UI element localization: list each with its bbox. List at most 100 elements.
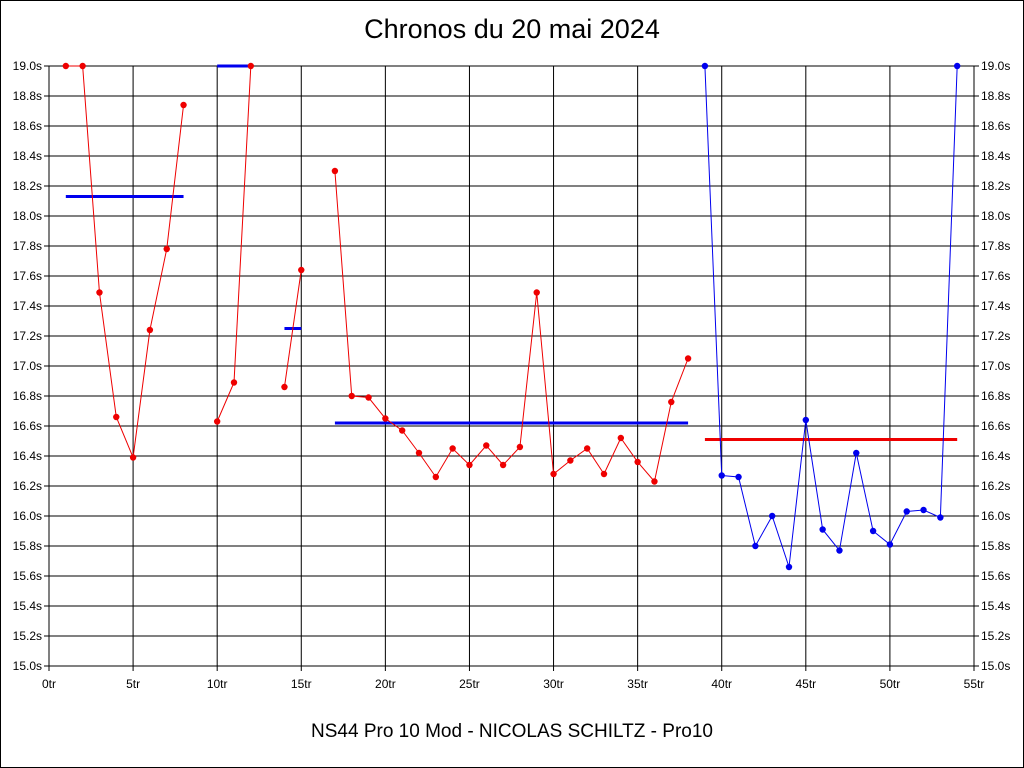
y-tick-label-right: 17.2s xyxy=(981,329,1010,343)
y-tick-label-left: 17.4s xyxy=(13,299,42,313)
data-point xyxy=(382,415,389,422)
y-tick-label-left: 18.0s xyxy=(13,209,42,223)
data-point xyxy=(768,512,776,520)
y-tick-label-right: 17.0s xyxy=(981,359,1010,373)
y-tick-label-right: 18.2s xyxy=(981,179,1010,193)
y-tick-label-right: 17.6s xyxy=(981,269,1010,283)
x-axis-ticks: 0tr 5tr 10tr 15tr 20tr 25tr 30tr 35tr 40tr 45tr 50… xyxy=(42,677,984,691)
y-tick-label-right: 15.6s xyxy=(981,569,1010,583)
x-tick-label: 15tr xyxy=(291,677,312,691)
y-tick-label-right: 18.8s xyxy=(981,89,1010,103)
data-point xyxy=(953,62,961,70)
chart-title: Chronos du 20 mai 2024 xyxy=(364,14,660,44)
series-layer xyxy=(62,62,961,571)
x-tick-label: 20tr xyxy=(375,677,396,691)
data-point xyxy=(869,527,877,535)
data-point xyxy=(281,383,288,391)
y-tick-label-left: 15.2s xyxy=(13,629,42,643)
data-point xyxy=(903,508,910,515)
series-line xyxy=(334,170,689,483)
y-tick-label-left: 17.8s xyxy=(13,239,42,253)
data-point xyxy=(365,394,372,401)
series-line xyxy=(704,65,958,568)
data-point xyxy=(298,266,305,274)
x-tick-label: 10tr xyxy=(207,677,228,691)
y-tick-label-right: 17.8s xyxy=(981,239,1010,253)
y-tick-label-left: 16.8s xyxy=(13,389,42,403)
y-tick-label-left: 17.2s xyxy=(13,329,42,343)
x-tick-label: 50tr xyxy=(880,677,901,691)
data-point xyxy=(836,547,843,554)
data-point xyxy=(886,541,894,548)
data-point xyxy=(735,473,742,481)
data-point xyxy=(449,445,456,452)
data-point xyxy=(415,449,423,457)
y-tick-label-left: 18.8s xyxy=(13,89,42,103)
y-tick-label-right: 16.2s xyxy=(981,479,1010,493)
data-point xyxy=(583,445,591,452)
x-tick-label: 45tr xyxy=(795,677,816,691)
data-point xyxy=(550,470,557,478)
y-tick-label-left: 16.6s xyxy=(13,419,42,433)
y-tick-label-right: 15.2s xyxy=(981,629,1010,643)
y-tick-label-left: 15.0s xyxy=(13,659,42,673)
y-tick-label-left: 16.0s xyxy=(13,509,42,523)
data-point xyxy=(113,413,120,421)
y-tick-label-left: 15.4s xyxy=(13,599,42,613)
data-point xyxy=(146,326,154,334)
data-point xyxy=(651,478,658,485)
y-tick-label-left: 16.2s xyxy=(13,479,42,493)
data-point xyxy=(516,443,524,451)
data-point xyxy=(398,427,406,434)
y-tick-label-right: 16.0s xyxy=(981,509,1010,523)
data-point xyxy=(180,101,187,109)
y-tick-label-left: 18.4s xyxy=(13,149,42,163)
y-tick-label-right: 18.0s xyxy=(981,209,1010,223)
data-point xyxy=(499,461,507,469)
y-tick-label-right: 16.8s xyxy=(981,389,1010,403)
y-tick-label-right: 15.8s xyxy=(981,539,1010,553)
mean-lines xyxy=(65,64,958,441)
data-point xyxy=(600,470,608,478)
series-line xyxy=(283,269,302,388)
data-point xyxy=(684,355,692,362)
y-tick-label-left: 19.0s xyxy=(13,59,42,73)
y-tick-label-right: 17.4s xyxy=(981,299,1010,313)
x-tick-label: 5tr xyxy=(126,677,140,691)
data-point xyxy=(752,542,759,550)
data-point xyxy=(567,457,574,464)
y-tick-label-right: 18.6s xyxy=(981,119,1010,133)
data-point xyxy=(331,167,339,175)
y-tick-label-left: 17.6s xyxy=(13,269,42,283)
data-point xyxy=(920,506,927,514)
x-tick-label: 25tr xyxy=(459,677,480,691)
x-tick-label: 35tr xyxy=(627,677,648,691)
chart-subtitle: NS44 Pro 10 Mod - NICOLAS SCHILTZ - Pro1… xyxy=(311,721,713,742)
data-point xyxy=(718,472,725,479)
data-point xyxy=(533,289,540,296)
y-tick-label-left: 15.6s xyxy=(13,569,42,583)
x-tick-label: 0tr xyxy=(42,677,56,691)
x-tick-label: 40tr xyxy=(711,677,732,691)
data-point xyxy=(79,62,86,70)
data-point xyxy=(937,514,944,521)
data-point xyxy=(62,62,70,70)
data-point xyxy=(853,449,860,457)
y-tick-label-right: 16.4s xyxy=(981,449,1010,463)
data-point xyxy=(432,473,440,481)
data-point xyxy=(96,289,103,296)
y-tick-label-left: 16.4s xyxy=(13,449,42,463)
data-point xyxy=(483,442,490,449)
y-tick-label-left: 17.0s xyxy=(13,359,42,373)
data-point xyxy=(247,62,255,70)
data-point xyxy=(163,245,170,253)
plot-border xyxy=(48,65,975,667)
y-tick-label-left: 18.6s xyxy=(13,119,42,133)
y-tick-label-right: 15.0s xyxy=(981,659,1010,673)
series-line xyxy=(216,65,252,422)
data-point xyxy=(348,392,355,400)
data-point xyxy=(213,418,221,425)
data-point xyxy=(617,434,625,442)
y-tick-label-right: 15.4s xyxy=(981,599,1010,613)
